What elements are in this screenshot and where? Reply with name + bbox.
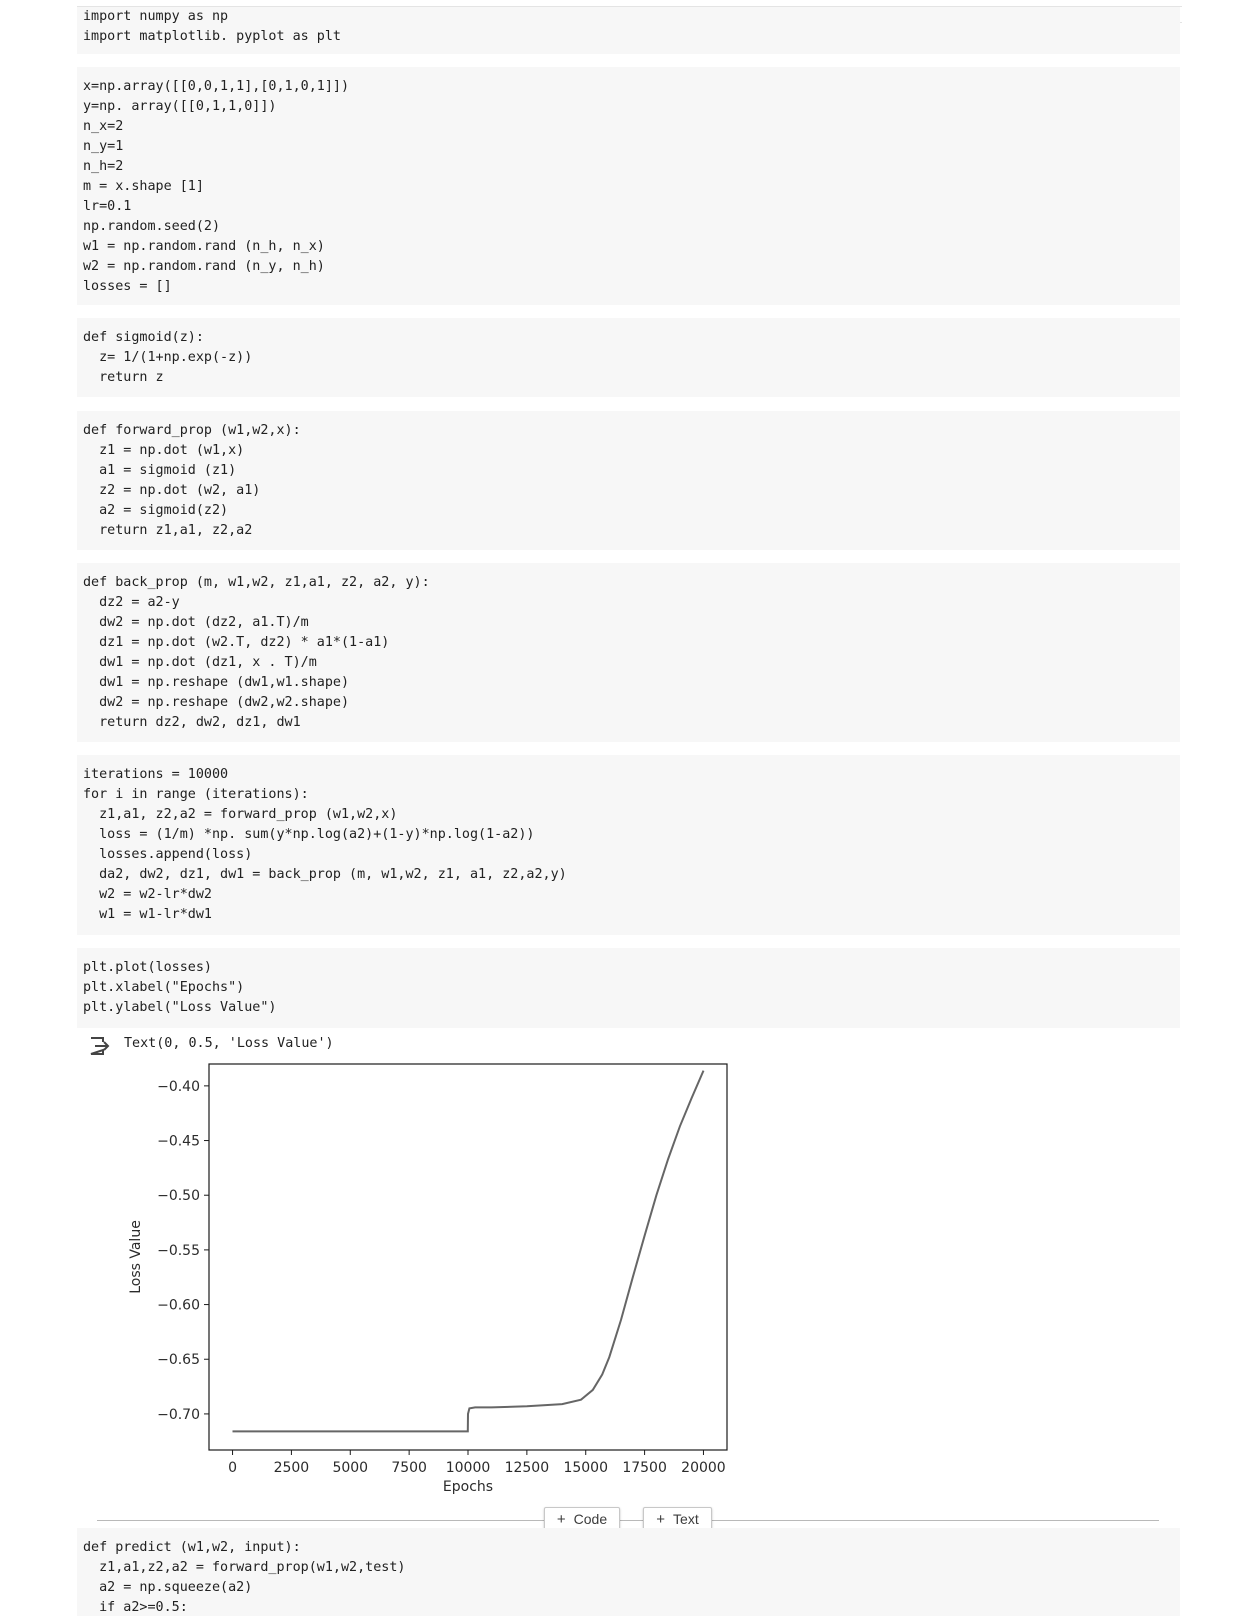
x-tick-label: 5000 [332,1460,368,1476]
add-code-label: Code [573,1511,608,1527]
top-divider [77,6,1182,7]
x-tick-label: 15000 [563,1460,608,1476]
y-tick-label: −0.45 [157,1134,200,1150]
cell-output: Text(0, 0.5, 'Loss Value') [84,1034,684,1058]
y-tick-label: −0.70 [157,1407,200,1423]
plus-icon: + [656,1510,666,1528]
cell-insert-divider [97,1520,1159,1521]
code-text[interactable]: def back_prop (m, w1,w2, z1,a1, z2, a2, … [83,575,430,730]
code-cell[interactable]: plt.plot(losses) plt.xlabel("Epochs") pl… [77,948,1180,1028]
add-text-label: Text [673,1511,699,1527]
x-tick-label: 7500 [391,1460,427,1476]
y-tick-label: −0.40 [157,1079,200,1095]
y-tick-label: −0.50 [157,1188,200,1204]
y-tick-label: −0.55 [157,1243,200,1259]
y-axis-label: Loss Value [128,1220,144,1294]
code-cell[interactable]: import numpy as np import matplotlib. py… [77,7,1180,54]
code-cell[interactable]: x=np.array([[0,0,1,1],[0,1,0,1]]) y=np. … [77,67,1180,305]
x-tick-label: 10000 [446,1460,491,1476]
code-text[interactable]: def sigmoid(z): z= 1/(1+np.exp(-z)) retu… [83,330,253,385]
loss-chart: −0.40 −0.45 −0.50 −0.55 −0.60 −0.65 −0.70 0 250… [128,1063,728,1495]
x-tick-label: 0 [228,1460,237,1476]
y-tick-label: −0.60 [157,1298,200,1314]
code-text[interactable]: def predict (w1,w2, input): z1,a1,z2,a2 … [83,1540,406,1615]
code-cell[interactable]: def predict (w1,w2, input): z1,a1,z2,a2 … [77,1528,1180,1616]
loss-line [232,1070,705,1433]
code-text[interactable]: x=np.array([[0,0,1,1],[0,1,0,1]]) y=np. … [83,79,350,294]
code-cell[interactable]: def sigmoid(z): z= 1/(1+np.exp(-z)) retu… [77,318,1180,397]
x-tick-label: 2500 [274,1460,310,1476]
x-axis-label: Epochs [443,1479,493,1495]
code-cell[interactable]: iterations = 10000 for i in range (itera… [77,755,1180,935]
output-redirect-icon[interactable] [88,1035,110,1057]
y-tick-label: −0.65 [157,1352,200,1368]
code-cell[interactable]: def back_prop (m, w1,w2, z1,a1, z2, a2, … [77,563,1180,742]
output-text: Text(0, 0.5, 'Loss Value') [124,1036,334,1051]
code-text[interactable]: iterations = 10000 for i in range (itera… [83,767,567,922]
add-text-button[interactable]: + Text [643,1507,712,1531]
plus-icon: + [556,1510,566,1528]
code-text[interactable]: import numpy as np import matplotlib. py… [83,9,341,44]
x-tick-label: 12500 [505,1460,550,1476]
plot-frame [208,1063,728,1451]
x-tick-label: 17500 [622,1460,667,1476]
code-text[interactable]: plt.plot(losses) plt.xlabel("Epochs") pl… [83,960,277,1015]
code-cell[interactable]: def forward_prop (w1,w2,x): z1 = np.dot … [77,411,1180,550]
x-tick-label: 20000 [681,1460,726,1476]
code-text[interactable]: def forward_prop (w1,w2,x): z1 = np.dot … [83,423,301,538]
